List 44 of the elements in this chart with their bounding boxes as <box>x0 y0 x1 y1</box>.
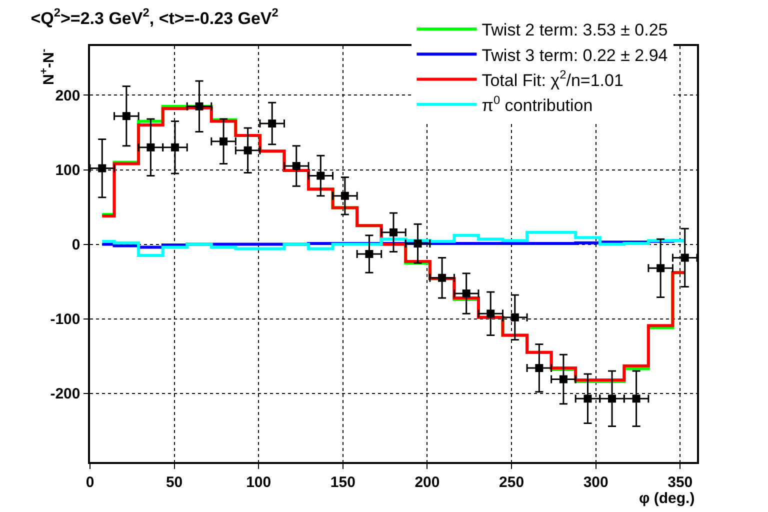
y-tick-label: 0 <box>72 236 80 254</box>
legend-label: Total Fit: χ$^{2}$/n=1.01 <box>482 68 624 90</box>
x-tick-label: 100 <box>246 474 272 491</box>
point <box>122 112 130 120</box>
point <box>414 240 422 248</box>
point <box>244 146 252 154</box>
x-tick-label: 150 <box>330 474 356 491</box>
x-tick-label: 300 <box>583 474 608 491</box>
point <box>438 274 446 282</box>
point <box>268 120 276 128</box>
point <box>170 143 179 152</box>
point <box>462 290 470 298</box>
point <box>316 172 325 180</box>
point <box>390 228 398 236</box>
point <box>680 254 689 262</box>
y-tick-label: 100 <box>55 162 80 180</box>
point <box>632 394 640 403</box>
point <box>559 375 568 384</box>
point <box>584 394 592 403</box>
y-tick-label: -200 <box>50 386 80 403</box>
point <box>608 394 616 403</box>
x-tick-label: 0 <box>86 474 94 491</box>
point <box>535 364 544 372</box>
chart-title: <Q$^{2}$>=2.3 GeV$^{2}$, <t>=-0.23 GeV$^{2}$ <box>30 6 279 28</box>
y-tick-label: -100 <box>50 311 80 328</box>
point <box>510 313 519 322</box>
point <box>98 164 106 172</box>
x-tick-label: 250 <box>499 474 524 491</box>
legend-label: π$^{0}$ contribution <box>482 92 593 115</box>
x-axis-title: φ (deg.) <box>639 490 695 507</box>
point <box>146 143 155 152</box>
legend-label: Twist 2 term: 3.53 ± 0.25 <box>482 20 668 40</box>
point <box>365 250 374 258</box>
y-tick-label: 200 <box>55 87 80 104</box>
legend-label: Twist 3 term: 0.22 ± 2.94 <box>482 46 668 65</box>
x-tick-label: 200 <box>414 474 440 491</box>
point <box>656 264 665 272</box>
point <box>292 162 300 170</box>
point <box>220 137 228 146</box>
point <box>486 310 495 318</box>
x-tick-label: 350 <box>668 474 693 491</box>
x-tick-label: 50 <box>166 474 183 491</box>
point <box>340 192 349 200</box>
point <box>195 102 204 110</box>
